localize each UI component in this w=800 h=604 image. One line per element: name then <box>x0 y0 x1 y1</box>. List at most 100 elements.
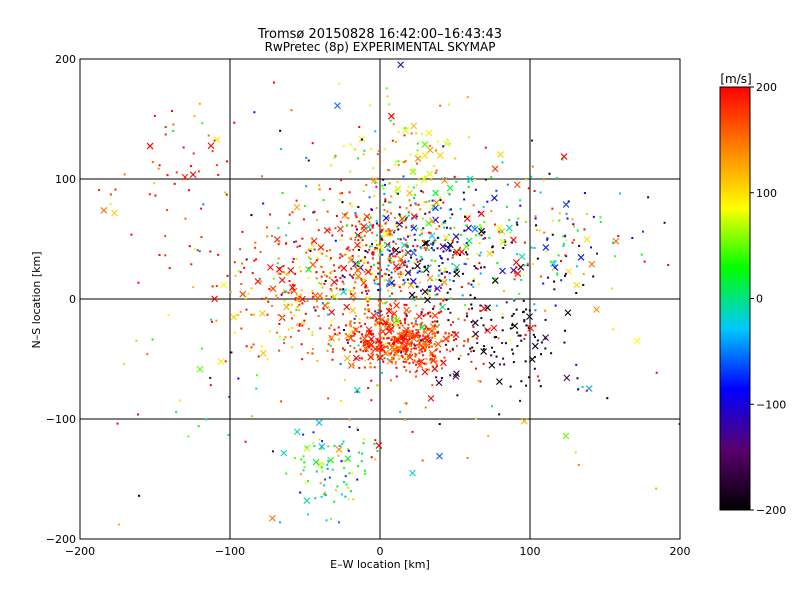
scatter-dot <box>418 352 421 355</box>
scatter-dot <box>419 296 422 299</box>
scatter-dot <box>313 248 316 251</box>
scatter-dot <box>564 235 567 238</box>
scatter-dot <box>318 282 321 285</box>
scatter-dot <box>404 360 407 363</box>
scatter-dot <box>466 96 469 99</box>
scatter-dot <box>373 282 376 285</box>
scatter-dot <box>667 263 670 266</box>
scatter-dot <box>379 288 382 291</box>
scatter-cross <box>406 329 414 337</box>
scatter-dot <box>585 212 588 215</box>
scatter-dot <box>330 338 333 341</box>
scatter-dot <box>485 328 488 331</box>
scatter-dot <box>324 494 327 497</box>
scatter-dot <box>412 168 415 171</box>
scatter-dot <box>422 240 425 243</box>
scatter-dot <box>328 276 331 279</box>
scatter-dot <box>371 355 374 358</box>
scatter-dot <box>412 224 415 227</box>
scatter-cross <box>275 265 283 273</box>
scatter-dot <box>486 200 489 203</box>
scatter-dot <box>436 293 439 296</box>
scatter-dot <box>293 240 296 243</box>
scatter-dot <box>457 317 460 320</box>
scatter-dot <box>373 366 376 369</box>
scatter-dot <box>382 214 385 217</box>
scatter-dot <box>365 296 368 299</box>
scatter-dot <box>375 206 378 209</box>
scatter-dot <box>375 239 378 242</box>
scatter-dot <box>436 325 439 328</box>
scatter-dot <box>548 172 551 175</box>
scatter-cross <box>336 225 344 233</box>
scatter-dot <box>374 439 377 442</box>
scatter-dot <box>304 312 307 315</box>
scatter-dot <box>404 126 407 129</box>
scatter-dot <box>378 267 381 270</box>
scatter-dot <box>444 332 447 335</box>
scatter-cross <box>100 206 108 214</box>
scatter-dot <box>371 272 374 275</box>
scatter-dot <box>612 328 615 331</box>
scatter-dot <box>379 328 382 331</box>
scatter-dot <box>357 255 360 258</box>
scatter-dot <box>582 283 585 286</box>
scatter-dot <box>404 218 407 221</box>
scatter-dot <box>469 294 472 297</box>
scatter-dot <box>424 335 427 338</box>
scatter-dot <box>340 179 343 182</box>
scatter-dot <box>270 234 273 237</box>
scatter-dot <box>388 245 391 248</box>
scatter-dot <box>300 458 303 461</box>
scatter-dot <box>257 355 260 358</box>
scatter-dot <box>433 320 436 323</box>
scatter-dot <box>300 289 303 292</box>
scatter-dot <box>390 252 393 255</box>
scatter-dot <box>428 231 431 234</box>
scatter-dot <box>367 310 370 313</box>
scatter-dot <box>387 337 390 340</box>
scatter-dot <box>337 326 340 329</box>
scatter-dot <box>318 188 321 191</box>
scatter-dot <box>382 239 385 242</box>
scatter-dot <box>410 348 413 351</box>
scatter-dot <box>358 331 361 334</box>
scatter-dot <box>409 153 412 156</box>
scatter-dot <box>416 149 419 152</box>
scatter-dot <box>618 192 621 195</box>
scatter-dot <box>421 350 424 353</box>
scatter-cross <box>446 241 454 249</box>
scatter-dot <box>428 211 431 214</box>
scatter-dot <box>362 190 365 193</box>
scatter-dot <box>497 230 500 233</box>
scatter-cross <box>434 340 442 348</box>
scatter-dot <box>401 283 404 286</box>
scatter-dot <box>373 277 376 280</box>
scatter-dot <box>417 238 420 241</box>
scatter-dot <box>403 348 406 351</box>
scatter-cross <box>347 256 355 264</box>
scatter-dot <box>237 314 240 317</box>
scatter-dot <box>420 232 423 235</box>
scatter-dot <box>198 102 201 105</box>
scatter-dot <box>382 337 385 340</box>
scatter-dot <box>369 104 372 107</box>
scatter-dot <box>501 329 504 332</box>
scatter-dot <box>360 236 363 239</box>
scatter-cross <box>365 223 372 231</box>
scatter-cross <box>432 189 440 197</box>
scatter-dot <box>301 237 304 240</box>
scatter-dot <box>522 299 525 302</box>
scatter-dot <box>415 353 418 356</box>
scatter-dot <box>215 164 218 167</box>
scatter-cross <box>393 302 400 309</box>
scatter-dot <box>466 315 469 318</box>
scatter-dot <box>333 156 336 159</box>
scatter-cross <box>422 328 429 336</box>
scatter-cross <box>445 244 453 252</box>
scatter-dot <box>573 225 576 228</box>
scatter-dot <box>465 312 468 315</box>
scatter-dot <box>420 189 423 192</box>
scatter-dot <box>395 375 398 378</box>
scatter-dot <box>401 356 404 359</box>
